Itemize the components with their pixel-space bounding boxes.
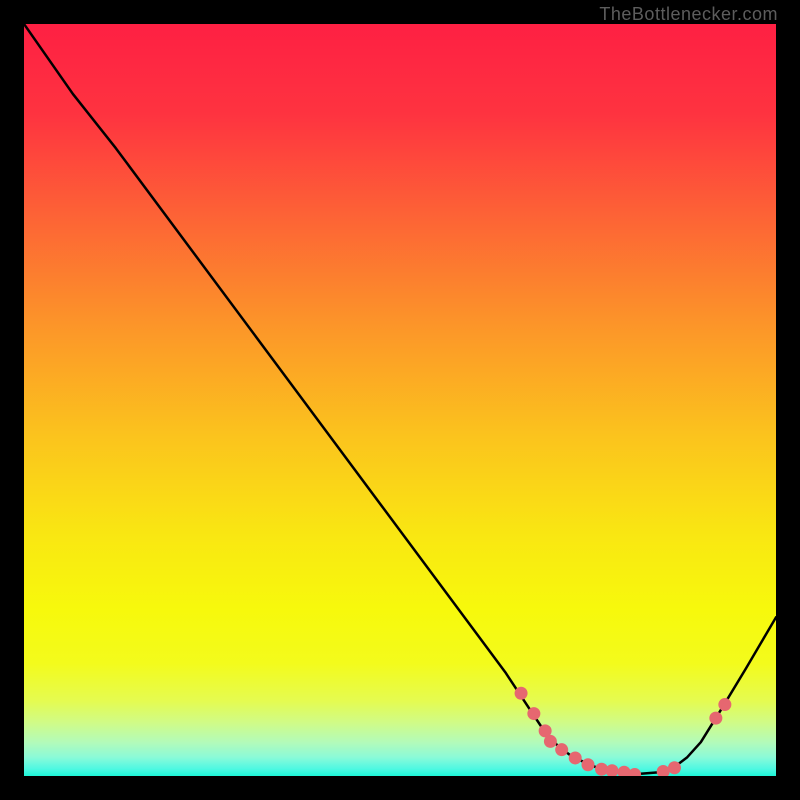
- chart-markers: [515, 687, 732, 776]
- chart-marker: [668, 761, 681, 774]
- chart-marker: [657, 765, 670, 776]
- chart-marker: [569, 751, 582, 764]
- chart-marker: [555, 743, 568, 756]
- chart-marker: [527, 707, 540, 720]
- chart-marker: [544, 735, 557, 748]
- watermark-text: TheBottlenecker.com: [599, 4, 778, 25]
- chart-marker: [718, 698, 731, 711]
- chart-plot-area: [24, 24, 776, 776]
- chart-marker: [709, 712, 722, 725]
- chart-marker: [582, 758, 595, 771]
- chart-curve: [24, 24, 776, 774]
- chart-curve-layer: [24, 24, 776, 776]
- chart-marker: [606, 764, 619, 776]
- chart-marker: [515, 687, 528, 700]
- chart-marker: [628, 768, 641, 776]
